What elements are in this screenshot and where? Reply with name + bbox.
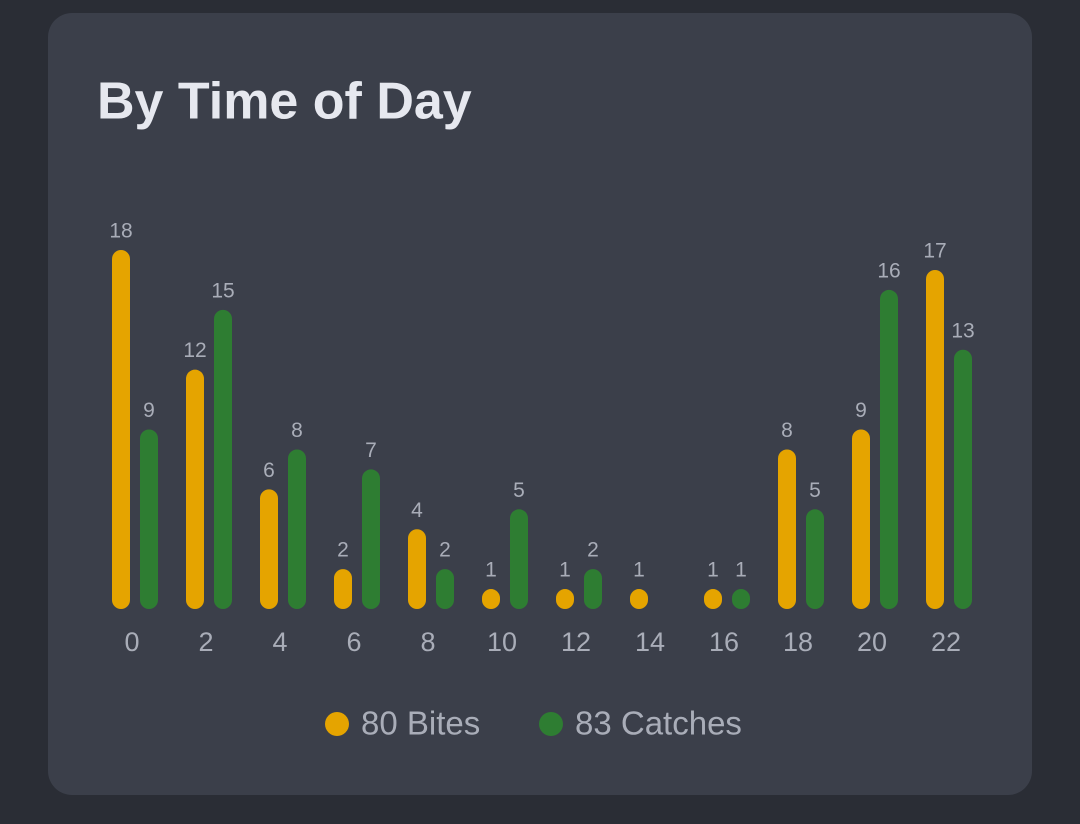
bar: [334, 569, 352, 609]
x-tick-label: 22: [931, 627, 961, 657]
bar: [852, 429, 870, 609]
x-tick-label: 8: [420, 627, 435, 657]
x-tick-label: 18: [783, 627, 813, 657]
value-label: 8: [781, 419, 793, 442]
legend-swatch: [325, 712, 349, 736]
value-label: 13: [951, 319, 974, 342]
value-label: 1: [633, 559, 645, 582]
bar: [112, 250, 130, 609]
bar: [436, 569, 454, 609]
bar: [880, 289, 898, 609]
bar: [806, 509, 824, 609]
bar: [954, 349, 972, 609]
value-label: 2: [587, 539, 599, 562]
value-label: 4: [411, 499, 423, 522]
legend-label: 80 Bites: [361, 705, 480, 742]
value-label: 2: [439, 539, 451, 562]
bar: [630, 589, 648, 609]
value-label: 12: [183, 339, 206, 362]
value-label: 17: [923, 239, 946, 262]
value-label: 1: [485, 559, 497, 582]
value-label: 6: [263, 459, 275, 482]
value-label: 5: [809, 479, 821, 502]
value-label: 18: [109, 220, 132, 243]
value-label: 5: [513, 479, 525, 502]
x-tick-label: 14: [635, 627, 665, 657]
bar: [482, 589, 500, 609]
bar: [704, 589, 722, 609]
legend-label: 83 Catches: [575, 705, 742, 742]
value-label: 2: [337, 539, 349, 562]
bar: [408, 529, 426, 609]
x-tick-label: 2: [198, 627, 213, 657]
legend-swatch: [539, 712, 563, 736]
bar: [260, 489, 278, 609]
value-label: 1: [559, 559, 571, 582]
value-label: 1: [735, 559, 747, 582]
value-label: 16: [877, 259, 900, 282]
x-tick-label: 6: [346, 627, 361, 657]
bar: [778, 449, 796, 609]
x-tick-label: 20: [857, 627, 887, 657]
x-tick-label: 16: [709, 627, 739, 657]
bar: [926, 269, 944, 609]
value-label: 15: [211, 279, 234, 302]
x-tick-label: 0: [124, 627, 139, 657]
bar: [510, 509, 528, 609]
value-label: 9: [855, 399, 867, 422]
value-label: 1: [707, 559, 719, 582]
bar: [362, 469, 380, 609]
x-tick-label: 10: [487, 627, 517, 657]
bar: [556, 589, 574, 609]
bar: [288, 449, 306, 609]
bar: [140, 429, 158, 609]
x-tick-label: 12: [561, 627, 591, 657]
bar: [214, 309, 232, 609]
value-label: 8: [291, 419, 303, 442]
bar: [584, 569, 602, 609]
bar: [732, 589, 750, 609]
value-label: 7: [365, 439, 377, 462]
value-label: 9: [143, 399, 155, 422]
bar: [186, 369, 204, 609]
x-tick-label: 4: [272, 627, 287, 657]
chart-title: By Time of Day: [97, 73, 472, 131]
